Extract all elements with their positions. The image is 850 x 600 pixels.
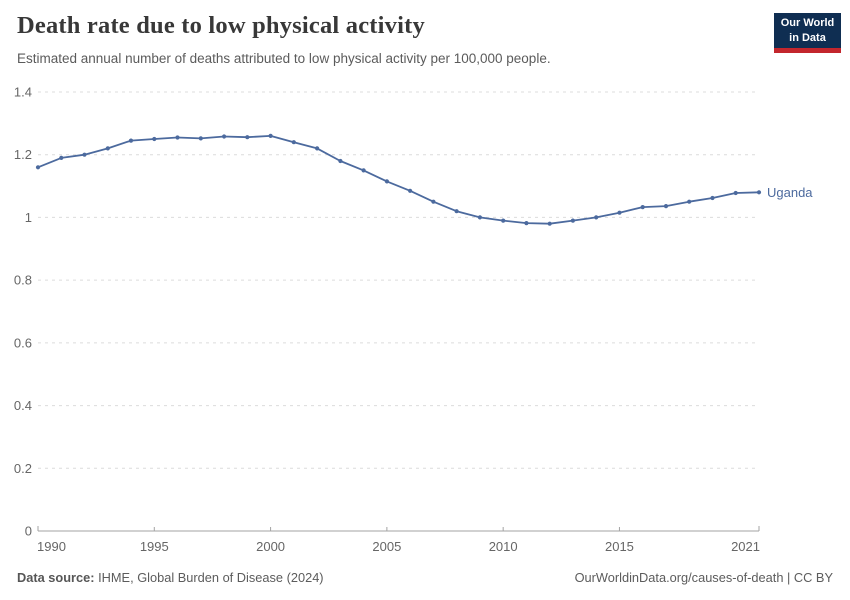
data-point[interactable] bbox=[594, 215, 599, 220]
x-tick-label: 1995 bbox=[140, 539, 169, 554]
data-point[interactable] bbox=[222, 134, 227, 139]
data-point[interactable] bbox=[733, 190, 738, 196]
data-point[interactable] bbox=[384, 179, 389, 184]
line-chart: 0 0.2 0.4 0.6 0.8 1 1.2 1.4 1990 1995 2000 2005 2010… bbox=[14, 85, 813, 555]
owid-logo-line1: Our World bbox=[780, 17, 835, 30]
data-point[interactable] bbox=[152, 136, 157, 142]
owid-logo-text: Our World in Data bbox=[774, 13, 841, 48]
series-end-label[interactable]: Uganda bbox=[767, 185, 813, 200]
data-point[interactable] bbox=[547, 221, 552, 226]
data-point[interactable] bbox=[291, 140, 296, 145]
data-point[interactable] bbox=[431, 199, 436, 204]
data-source-text: IHME, Global Burden of Disease (2024) bbox=[98, 570, 324, 585]
y-tick-label: 1.4 bbox=[14, 85, 32, 100]
data-point[interactable] bbox=[268, 133, 273, 138]
x-tick-label: 2000 bbox=[256, 539, 285, 554]
data-point[interactable] bbox=[663, 204, 669, 209]
x-tick-label: 2005 bbox=[372, 539, 401, 554]
owid-logo-line2: in Data bbox=[789, 31, 826, 44]
series-line-uganda[interactable] bbox=[37, 134, 760, 225]
x-tick-label: 2021 bbox=[731, 539, 760, 554]
data-point[interactable] bbox=[245, 135, 250, 140]
data-point[interactable] bbox=[35, 165, 41, 170]
data-point[interactable] bbox=[82, 152, 87, 157]
x-tick-label: 1990 bbox=[37, 539, 66, 554]
y-tick-label: 0.2 bbox=[14, 461, 32, 476]
data-point[interactable] bbox=[175, 135, 180, 140]
chart-footer: Data source: IHME, Global Burden of Dise… bbox=[17, 570, 833, 585]
data-point[interactable] bbox=[59, 155, 64, 160]
data-point[interactable] bbox=[198, 136, 203, 141]
data-point[interactable] bbox=[408, 188, 413, 193]
y-tick-label: 1 bbox=[25, 210, 32, 225]
data-point[interactable] bbox=[361, 168, 366, 173]
data-point[interactable] bbox=[105, 146, 110, 151]
data-source: Data source: IHME, Global Burden of Dise… bbox=[17, 570, 324, 585]
data-point[interactable] bbox=[687, 199, 692, 204]
data-source-label: Data source: bbox=[17, 570, 95, 585]
x-tick-label: 2015 bbox=[605, 539, 634, 554]
credit-link[interactable]: OurWorldinData.org/causes-of-death | CC … bbox=[574, 570, 833, 585]
page-title: Death rate due to low physical activity bbox=[17, 12, 425, 39]
owid-logo-stripe bbox=[774, 48, 841, 53]
data-point[interactable] bbox=[640, 205, 645, 210]
y-tick-label: 0.6 bbox=[14, 335, 32, 350]
data-point[interactable] bbox=[617, 210, 622, 215]
data-point[interactable] bbox=[501, 218, 506, 223]
data-point[interactable] bbox=[315, 146, 320, 151]
y-tick-label: 1.2 bbox=[14, 147, 32, 162]
chart-subtitle: Estimated annual number of deaths attrib… bbox=[17, 51, 551, 66]
data-point[interactable] bbox=[524, 221, 529, 226]
data-point[interactable] bbox=[756, 190, 762, 195]
data-point[interactable] bbox=[338, 158, 343, 164]
data-point[interactable] bbox=[128, 138, 134, 143]
y-tick-label: 0.8 bbox=[14, 273, 32, 288]
data-point[interactable] bbox=[570, 218, 576, 223]
data-point[interactable] bbox=[454, 209, 459, 214]
x-tick-label: 2010 bbox=[489, 539, 518, 554]
owid-logo[interactable]: Our World in Data bbox=[774, 13, 841, 53]
y-tick-label: 0 bbox=[25, 524, 32, 539]
data-point[interactable] bbox=[710, 195, 715, 201]
y-tick-label: 0.4 bbox=[14, 398, 32, 413]
data-point[interactable] bbox=[477, 215, 482, 220]
